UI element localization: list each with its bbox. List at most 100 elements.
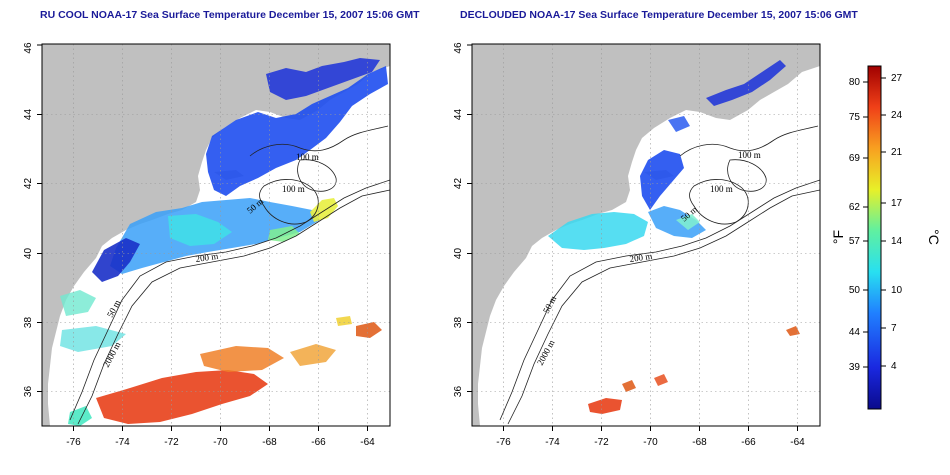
fahrenheit-tick-label: 69 bbox=[849, 153, 861, 164]
contour-line bbox=[69, 179, 390, 421]
axis-ticks bbox=[37, 44, 368, 431]
lat-tick-label: 42 bbox=[23, 178, 34, 190]
celsius-tick-label: 4 bbox=[891, 361, 897, 372]
lat-tick-label: 36 bbox=[453, 386, 464, 398]
lat-tick-label: 40 bbox=[453, 248, 464, 260]
colorbar-unit-fahrenheit: °F bbox=[830, 230, 846, 244]
map-panel-left: 100 m 100 m 50 m 200 m 50 m 2000 m bbox=[23, 42, 391, 448]
sst-patch-gulfstream bbox=[96, 370, 268, 424]
contour-label: 100 m bbox=[738, 150, 761, 160]
contour-line bbox=[77, 189, 390, 425]
celsius-tick-label: 24 bbox=[891, 110, 903, 121]
sst-patch-nearshore bbox=[92, 238, 140, 282]
sst-patch-gulfstream-3 bbox=[290, 344, 336, 366]
contour-label: 200 m bbox=[629, 251, 653, 264]
lon-tick-label: -72 bbox=[164, 437, 179, 448]
land-mass bbox=[472, 44, 820, 426]
sst-patch-warm-east-2 bbox=[336, 316, 352, 326]
sst-patch-nova-scotia bbox=[706, 60, 786, 106]
sst-patch-gulfstream bbox=[588, 398, 622, 414]
sst-patch-gulf-of-maine bbox=[206, 66, 388, 196]
title-declouded-sst: DECLOUDED NOAA-17 Sea Surface Temperatur… bbox=[460, 9, 858, 21]
contour-line bbox=[297, 159, 337, 192]
contour-label: 100 m bbox=[710, 184, 733, 194]
lon-tick-label: -68 bbox=[692, 437, 707, 448]
sst-patch-georges bbox=[168, 214, 232, 246]
sst-patch-gulfstream-2 bbox=[622, 380, 636, 392]
lon-tick-label: -76 bbox=[496, 437, 511, 448]
sst-patch-warm-east bbox=[356, 322, 382, 338]
fahrenheit-tick-label: 50 bbox=[849, 285, 861, 296]
lat-tick-label: 40 bbox=[23, 248, 34, 260]
sst-patch-gulf-of-maine-2 bbox=[668, 116, 690, 132]
sst-patch-gulf-of-maine bbox=[640, 150, 684, 210]
sst-patch-warm-east bbox=[786, 326, 800, 336]
contour-label: 200 m bbox=[195, 251, 219, 264]
celsius-tick-label: 21 bbox=[891, 147, 903, 158]
land-mass bbox=[42, 44, 390, 426]
celsius-tick-label: 27 bbox=[891, 73, 903, 84]
fahrenheit-tick-label: 44 bbox=[849, 327, 861, 338]
lon-tick-label: -66 bbox=[311, 437, 326, 448]
lon-tick-label: -76 bbox=[66, 437, 81, 448]
sst-patch-front bbox=[676, 214, 700, 230]
bathymetry-contours bbox=[69, 125, 390, 425]
lat-tick-label: 42 bbox=[453, 178, 464, 190]
celsius-tick-label: 14 bbox=[891, 236, 903, 247]
fahrenheit-tick-label: 80 bbox=[849, 77, 861, 88]
lon-tick-label: -72 bbox=[594, 437, 609, 448]
celsius-tick-label: 10 bbox=[891, 285, 903, 296]
grid-lines bbox=[472, 44, 820, 426]
plot-frame bbox=[471, 43, 821, 427]
contour-label: 100 m bbox=[282, 184, 305, 194]
contour-line bbox=[507, 189, 820, 425]
colorbar-gradient bbox=[867, 65, 882, 410]
fahrenheit-tick-label: 39 bbox=[849, 362, 861, 373]
title-raw-sst: RU COOL NOAA-17 Sea Surface Temperature … bbox=[40, 9, 420, 21]
fahrenheit-tick-label: 75 bbox=[849, 112, 861, 123]
lat-tick-label: 38 bbox=[23, 317, 34, 329]
sst-patch-nova-scotia bbox=[266, 58, 380, 100]
contour-line bbox=[727, 159, 767, 192]
fahrenheit-tick-label: 62 bbox=[849, 202, 861, 213]
lon-tick-label: -68 bbox=[262, 437, 277, 448]
plot-frame bbox=[41, 43, 391, 427]
axis-ticks bbox=[467, 44, 798, 431]
grid-lines bbox=[42, 44, 390, 426]
contour-line bbox=[259, 179, 319, 225]
lat-tick-label: 46 bbox=[23, 42, 34, 54]
lat-tick-label: 44 bbox=[23, 109, 34, 121]
lon-tick-label: -70 bbox=[643, 437, 658, 448]
lat-tick-label: 44 bbox=[453, 109, 464, 121]
sst-patches bbox=[548, 60, 800, 414]
sst-patch-slope bbox=[60, 290, 96, 316]
lon-tick-label: -64 bbox=[790, 437, 805, 448]
celsius-tick-label: 7 bbox=[891, 323, 897, 334]
sst-patches bbox=[60, 58, 388, 426]
lon-tick-label: -74 bbox=[115, 437, 130, 448]
lat-tick-label: 38 bbox=[453, 317, 464, 329]
lon-tick-label: -66 bbox=[741, 437, 756, 448]
contour-label: 100 m bbox=[296, 152, 319, 162]
bathymetry-contours bbox=[499, 125, 820, 425]
contour-line bbox=[499, 179, 820, 421]
sst-patch-front bbox=[310, 198, 338, 222]
celsius-tick-label: 17 bbox=[891, 198, 903, 209]
sst-patch-shelf bbox=[548, 212, 648, 250]
fahrenheit-tick-label: 57 bbox=[849, 236, 861, 247]
map-panel-right: 100 m 100 m 50 m 200 m 50 m 2000 m bbox=[453, 42, 821, 448]
colorbar: 80 75 69 62 57 50 44 39 27 24 21 17 14 1… bbox=[830, 65, 942, 410]
lat-tick-label: 36 bbox=[23, 386, 34, 398]
lat-tick-label: 46 bbox=[453, 42, 464, 54]
contour-line bbox=[249, 125, 389, 157]
lon-tick-label: -64 bbox=[360, 437, 375, 448]
sst-patch-gulfstream-3 bbox=[654, 374, 668, 386]
colorbar-unit-celsius: °C bbox=[926, 229, 942, 245]
sst-patch-shelf-blue bbox=[648, 206, 706, 238]
colorbar-ticks bbox=[863, 77, 886, 368]
lon-tick-label: -70 bbox=[213, 437, 228, 448]
sst-patch-gulfstream-2 bbox=[200, 346, 284, 372]
sst-patch-slope-2 bbox=[60, 326, 126, 352]
contour-line bbox=[679, 125, 819, 157]
